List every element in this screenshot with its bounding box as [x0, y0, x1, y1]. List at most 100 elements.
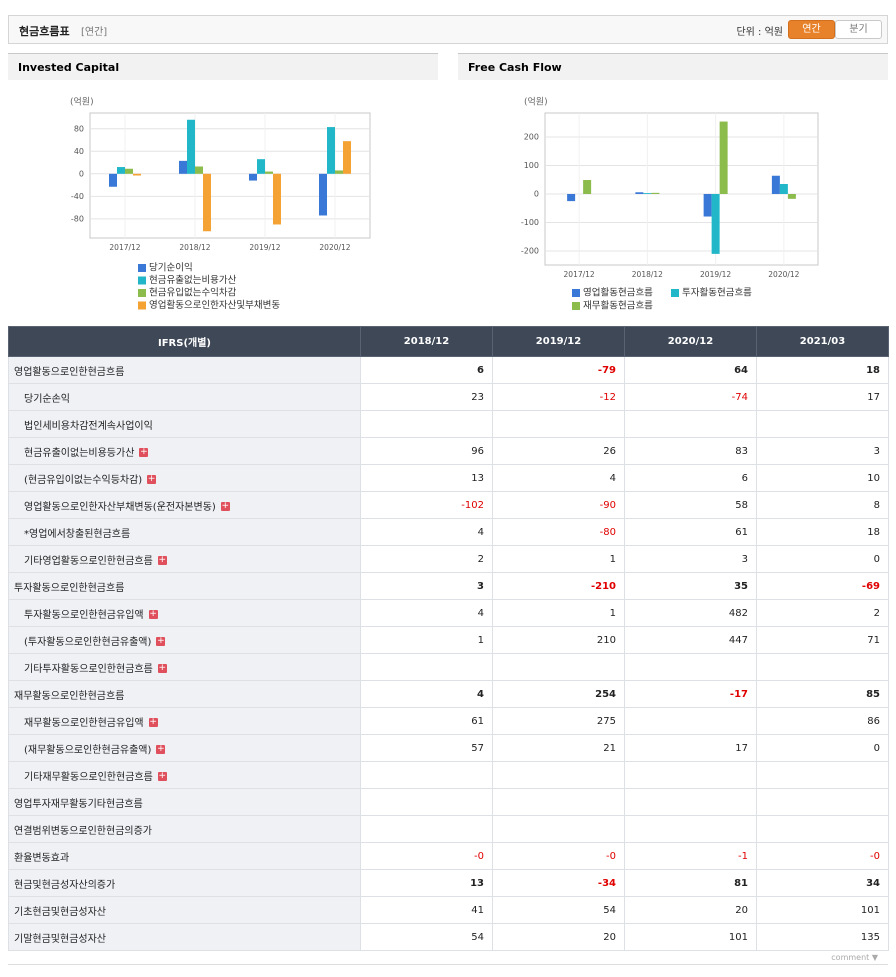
- expand-button[interactable]: +: [157, 771, 167, 781]
- column-header: 2021/03: [756, 326, 889, 357]
- value-cell: -90: [492, 491, 625, 519]
- value: 6: [741, 472, 748, 484]
- expand-button[interactable]: +: [157, 555, 167, 565]
- legend-swatch: [138, 289, 146, 297]
- y-tick-label: -100: [521, 218, 539, 227]
- value-cell: -0: [492, 842, 625, 870]
- value: -74: [731, 391, 748, 403]
- chart-title-bar: [8, 53, 438, 80]
- value: 482: [728, 607, 748, 619]
- x-tick-label: 2020/12: [319, 243, 350, 252]
- expand-button[interactable]: +: [156, 744, 166, 754]
- value-cell: 101: [756, 896, 889, 924]
- row-label-cell: 연결범위변동으로인한현금의증가: [8, 815, 361, 843]
- row-label: *영업에서창출된현금흐름: [24, 528, 131, 540]
- value-cell: 71: [756, 626, 889, 654]
- bar: [265, 171, 273, 174]
- value-cell: 447: [624, 626, 757, 654]
- comment-label[interactable]: comment: [831, 953, 870, 962]
- value: 4: [477, 688, 484, 700]
- value-cell: 135: [756, 923, 889, 951]
- value: 3: [873, 445, 880, 457]
- bar: [643, 193, 652, 194]
- legend-label: 당기순이익: [149, 262, 193, 274]
- value: 81: [734, 877, 748, 889]
- value-cell: 34: [756, 869, 889, 897]
- value-cell: [624, 815, 757, 843]
- value: -90: [599, 499, 616, 511]
- value: 4: [609, 472, 616, 484]
- value-cell: 3: [360, 572, 493, 600]
- value: 13: [470, 877, 484, 889]
- value: 54: [471, 931, 484, 943]
- row-label-cell: 투자활동으로인한현금흐름: [8, 572, 361, 600]
- legend-swatch: [138, 301, 146, 310]
- expand-button[interactable]: +: [148, 609, 158, 619]
- value-cell: 6: [360, 356, 493, 384]
- table-row: 영업활동으로인한자산부채변동(운전자본변동) + -102 -90 58 8: [8, 491, 889, 519]
- bar: [195, 166, 203, 174]
- expand-button[interactable]: +: [157, 663, 167, 673]
- value-cell: 86: [756, 707, 889, 735]
- value-cell: 10: [756, 464, 889, 492]
- value-cell: -0: [360, 842, 493, 870]
- value-cell: 3: [624, 545, 757, 573]
- table-row: *영업에서창출된현금흐름 4 -80 61 18: [8, 518, 889, 546]
- value: 41: [471, 904, 484, 916]
- value-cell: 61: [360, 707, 493, 735]
- expand-button[interactable]: +: [147, 474, 157, 484]
- value-cell: 275: [492, 707, 625, 735]
- row-label: 기초현금및현금성자산: [14, 906, 106, 918]
- value-cell: 57: [360, 734, 493, 762]
- table-row: 재무활동으로인한현금흐름 4 254 -17 85: [8, 680, 889, 708]
- value: 20: [603, 931, 616, 943]
- row-label-cell: 기타투자활동으로인한현금흐름 +: [8, 653, 361, 681]
- legend-swatch: [138, 264, 146, 272]
- tab-button[interactable]: 연간: [788, 20, 835, 39]
- row-label: 환율변동효과: [14, 852, 70, 864]
- bar: [583, 180, 592, 194]
- value-cell: [492, 653, 625, 681]
- y-tick-label: -80: [71, 214, 84, 223]
- value-cell: 8: [756, 491, 889, 519]
- value: 61: [471, 715, 484, 727]
- value: 1: [609, 607, 616, 619]
- chart-title: Invested Capital: [18, 61, 119, 74]
- expand-button[interactable]: +: [139, 447, 149, 457]
- value: 83: [735, 445, 748, 457]
- table-row: 투자활동으로인한현금흐름 3 -210 35 -69: [8, 572, 889, 600]
- y-tick-label: 0: [79, 169, 84, 178]
- value-cell: [492, 761, 625, 789]
- column-header: 2019/12: [492, 326, 625, 357]
- row-label-cell: 기말현금및현금성자산: [8, 923, 361, 951]
- expand-button[interactable]: +: [148, 717, 158, 727]
- tab-button[interactable]: 분기: [835, 20, 882, 39]
- row-label: 투자활동으로인한현금흐름: [14, 582, 125, 594]
- bar: [179, 160, 187, 174]
- row-label-cell: 현금및현금성자산의증가: [8, 869, 361, 897]
- value-cell: 482: [624, 599, 757, 627]
- value-cell: 17: [756, 383, 889, 411]
- value-cell: [360, 761, 493, 789]
- table-row: 연결범위변동으로인한현금의증가: [8, 815, 889, 843]
- comment-toggle[interactable]: comment ▼: [831, 953, 878, 962]
- expand-button[interactable]: +: [220, 501, 230, 511]
- table-row: 현금및현금성자산의증가 13 -34 81 34: [8, 869, 889, 897]
- table-row: 당기순손익 23 -12 -74 17: [8, 383, 889, 411]
- value: -17: [729, 688, 748, 700]
- value-cell: [624, 788, 757, 816]
- row-label-cell: 영업투자재무활동기타현금흐름: [8, 788, 361, 816]
- legend-swatch: [138, 276, 146, 285]
- row-label: 기타투자활동으로인한현금흐름: [24, 663, 153, 675]
- value: 0: [873, 742, 880, 754]
- value: -102: [461, 499, 484, 511]
- bar: [249, 173, 257, 181]
- page-title: 현금흐름표: [19, 25, 70, 38]
- expand-button[interactable]: +: [156, 636, 166, 646]
- value: 61: [735, 526, 748, 538]
- table-row: 기초현금및현금성자산 41 54 20 101: [8, 896, 889, 924]
- table-row: (재무활동으로인한현금유출액) +57 21 17 0: [8, 734, 889, 762]
- row-label: 투자활동으로인한현금유입액: [24, 609, 144, 621]
- legend-label: 현금유입없는수익차감: [149, 287, 237, 299]
- value-cell: 4: [360, 680, 493, 708]
